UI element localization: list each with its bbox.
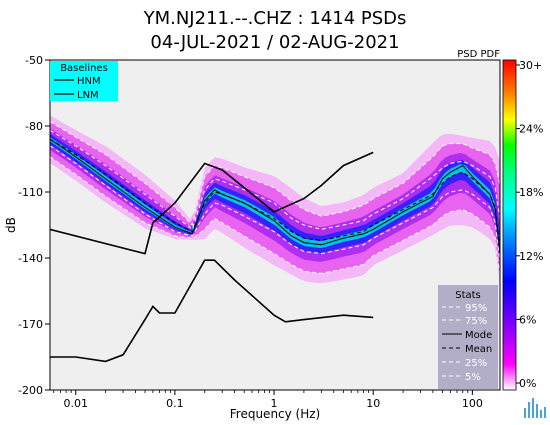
series-lines [50, 121, 500, 363]
series-line-hnm [50, 151, 374, 255]
y-tick-label: -170 [18, 318, 43, 331]
lnm-legend-label: LNM [77, 90, 99, 101]
colorbar-tick-label: 24% [519, 123, 543, 136]
series-line-5pct [50, 156, 500, 276]
colorbar-ticks: 0% 6% 12% 18% 24% 30+ [516, 59, 543, 390]
stats-mean-label: Mean [465, 344, 492, 355]
psd-pdf-label: PSD PDF [457, 49, 500, 60]
y-tick-label: -80 [25, 120, 43, 133]
baselines-legend-title: Baselines [60, 63, 108, 74]
series-line-95pct [50, 121, 500, 226]
y-axis: -50 -80 -110 -140 -170 -200 [18, 54, 50, 397]
y-tick-label: -50 [25, 54, 43, 67]
colorbar-tick-label: 0% [519, 377, 536, 390]
colorbar-tick-label: 18% [519, 186, 543, 199]
series-line-mode [50, 138, 500, 254]
colorbar [502, 59, 517, 391]
chart-title: YM.NJ211.--.CHZ : 1414 PSDs [143, 8, 407, 29]
chart-subtitle: 04-JUL-2021 / 02-AUG-2021 [150, 32, 399, 53]
y-tick-label: -110 [18, 186, 43, 199]
baselines-legend: Baselines HNM LNM [50, 61, 118, 101]
psd-density-layer [50, 115, 500, 284]
colorbar-tick-label: 30+ [519, 59, 542, 72]
x-tick-label: 10 [366, 397, 380, 410]
x-tick-label: 0.1 [166, 397, 184, 410]
stats-95-label: 95% [465, 303, 487, 314]
stats-mode-label: Mode [465, 330, 492, 341]
x-tick-label: 1 [271, 397, 278, 410]
x-tick-label: 100 [462, 397, 483, 410]
stats-75-label: 75% [465, 316, 487, 327]
stats-5-label: 5% [465, 372, 481, 383]
x-tick-label: 0.01 [63, 397, 88, 410]
y-axis-label: dB [4, 217, 18, 233]
y-tick-label: -140 [18, 252, 43, 265]
density-band-core [50, 133, 500, 261]
series-line-lnm [50, 259, 374, 363]
colorbar-tick-label: 12% [519, 250, 543, 263]
series-line-75pct [50, 129, 500, 231]
series-line-mean [50, 138, 500, 250]
x-axis: 0.01 0.1 1 10 100 [53, 390, 483, 410]
stats-legend: Stats 95% 75% Mode Mean 25% 5% [438, 285, 498, 389]
colorbar-tick-label: 6% [519, 313, 536, 326]
stats-25-label: 25% [465, 358, 487, 369]
stats-legend-box [438, 285, 498, 389]
stats-legend-title: Stats [455, 290, 481, 301]
logo-icon [524, 398, 546, 418]
y-tick-label: -200 [18, 384, 43, 397]
series-line-25pct [50, 145, 500, 263]
hnm-legend-label: HNM [77, 76, 101, 87]
density-band-mid [50, 128, 500, 267]
x-axis-label: Frequency (Hz) [230, 407, 321, 421]
plot-frame [49, 59, 501, 391]
